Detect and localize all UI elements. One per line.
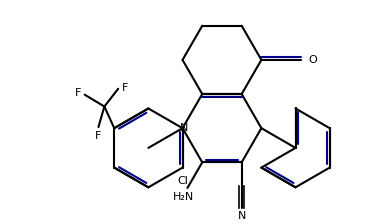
Text: H₂N: H₂N [173,192,194,202]
Text: N: N [238,211,246,221]
Text: N: N [180,123,188,133]
Text: Cl: Cl [177,177,188,186]
Text: O: O [308,55,317,65]
Text: F: F [95,131,102,141]
Text: F: F [122,83,128,93]
Text: F: F [75,88,81,99]
